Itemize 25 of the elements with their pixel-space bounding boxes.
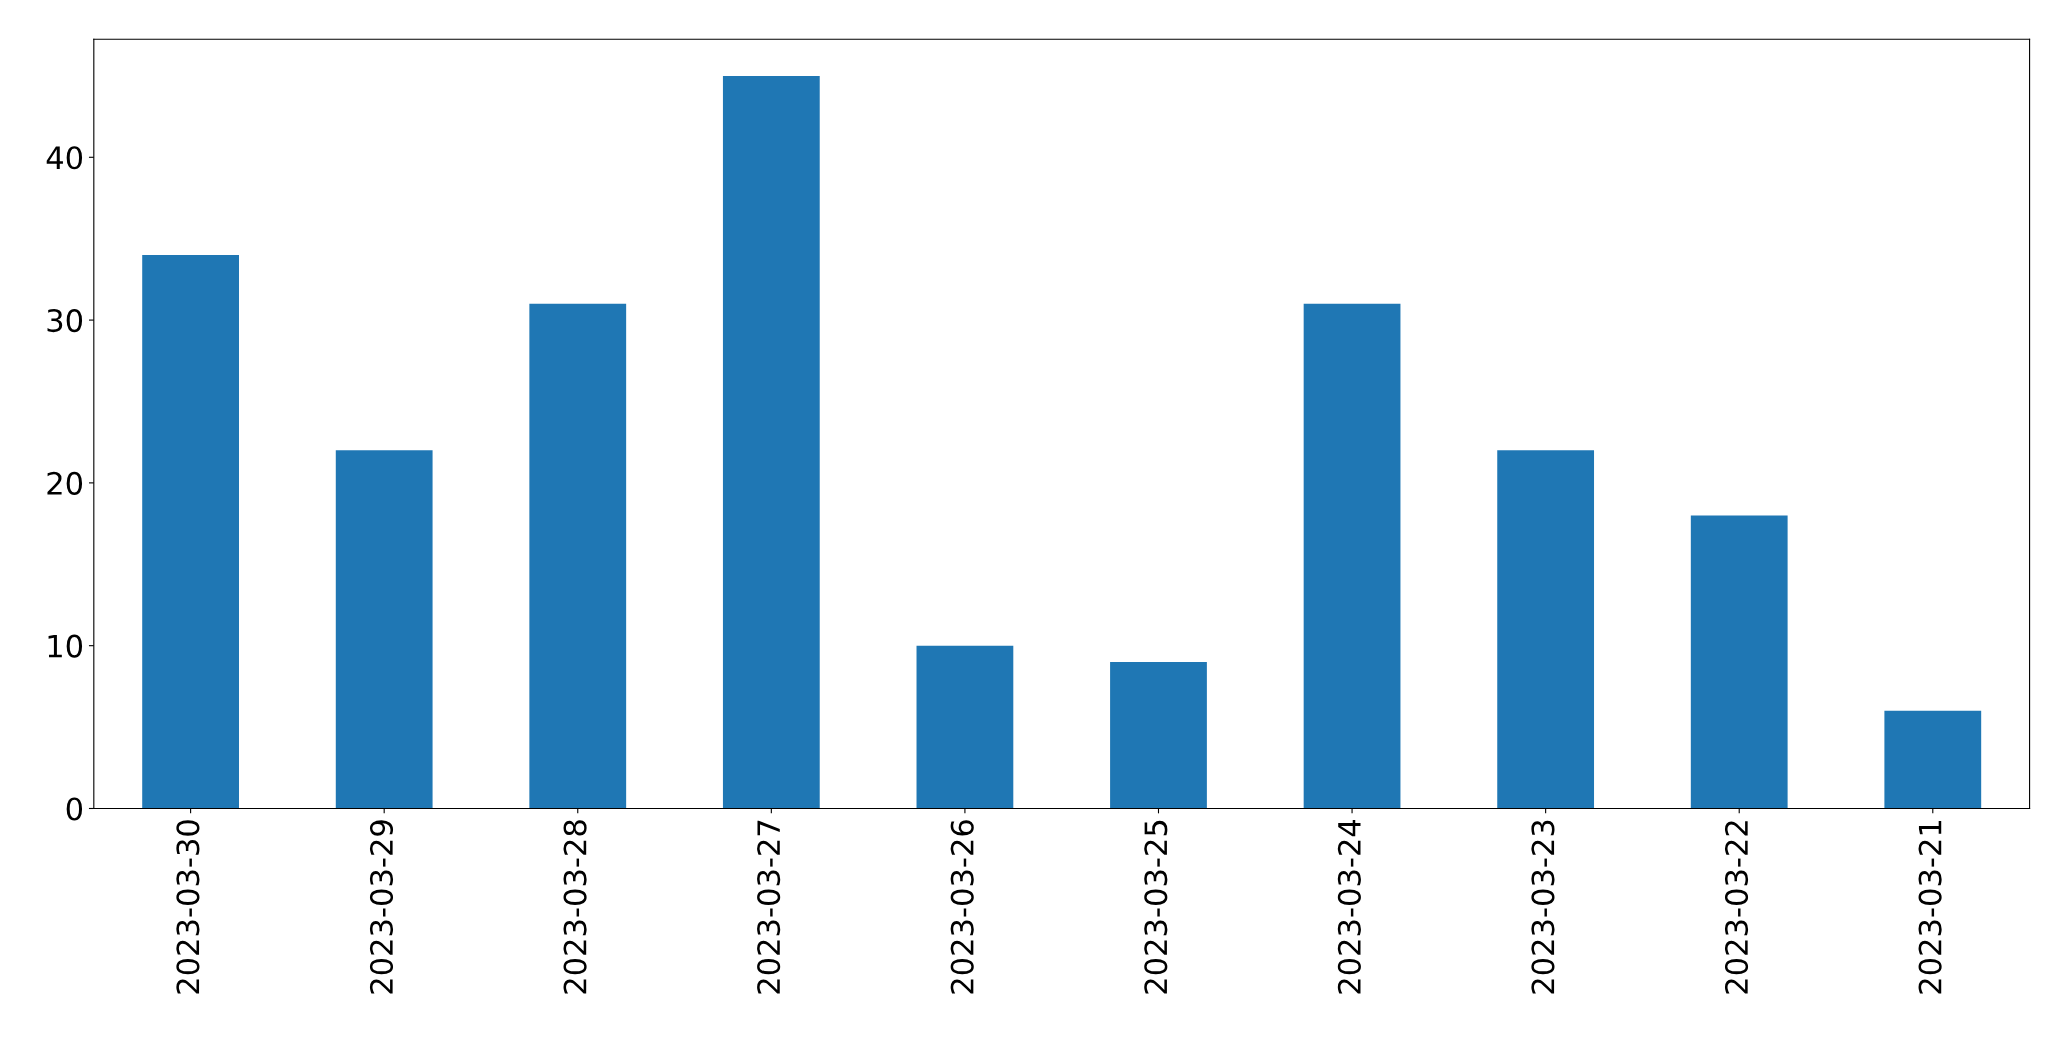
x-tick-label: 2023-03-26 xyxy=(950,820,974,994)
x-tick-label: 2023-03-24 xyxy=(1337,819,1361,994)
bar xyxy=(916,645,1014,809)
x-tick-label: 2023-03-21 xyxy=(1918,821,1942,994)
x-tick-label: 2023-03-23 xyxy=(1531,820,1555,994)
bar xyxy=(1110,661,1207,809)
bar xyxy=(1303,303,1401,809)
bar xyxy=(529,303,627,809)
bar xyxy=(1497,450,1595,809)
x-tick-label: 2023-03-29 xyxy=(369,820,394,994)
x-tick-label: 2023-03-27 xyxy=(757,820,781,994)
x-tick-label: 2023-03-28 xyxy=(563,820,587,994)
y-tick-label: 40 xyxy=(46,146,83,170)
y-tick-label: 30 xyxy=(47,309,83,333)
bar xyxy=(1884,710,1982,809)
x-tick-label: 2023-03-22 xyxy=(1724,821,1749,994)
bar xyxy=(722,75,820,809)
bar xyxy=(142,254,239,809)
bar xyxy=(1690,515,1788,809)
y-tick-label: 0 xyxy=(66,797,83,821)
x-tick-label: 2023-03-30 xyxy=(176,820,200,994)
x-tick-label: 2023-03-25 xyxy=(1144,820,1168,994)
bar xyxy=(335,450,433,809)
y-tick-label: 20 xyxy=(47,471,83,495)
y-tick-label: 10 xyxy=(48,634,83,658)
